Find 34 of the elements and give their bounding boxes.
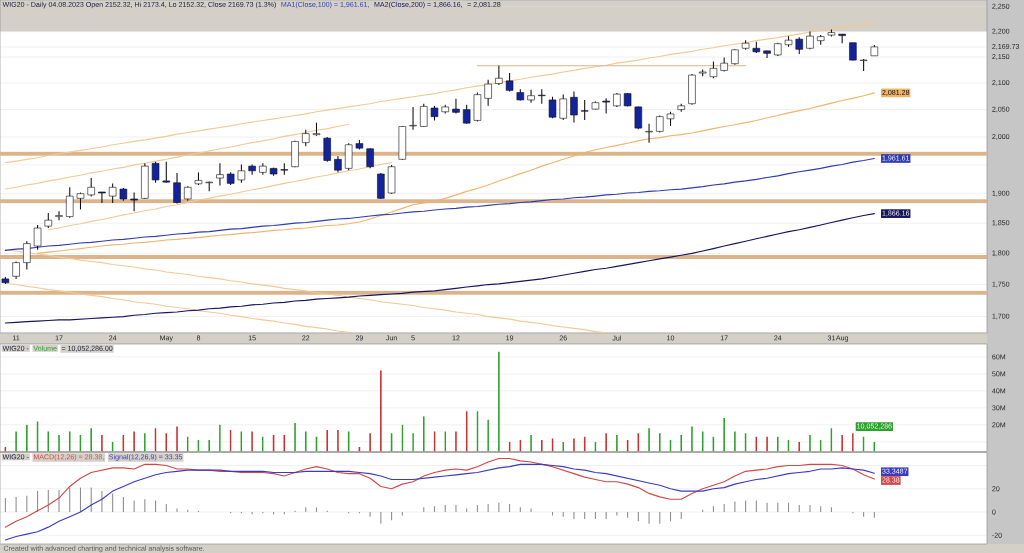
- candlestick: [462, 104, 471, 125]
- candlestick: [248, 163, 256, 176]
- candlestick: [33, 224, 42, 251]
- candlestick: [452, 98, 460, 114]
- candlestick: [216, 162, 224, 187]
- candlestick: [66, 186, 74, 219]
- candlestick: [173, 172, 181, 205]
- candlestick: [237, 163, 246, 184]
- line-series: [4, 282, 350, 333]
- candlestick: [763, 50, 771, 59]
- candlestick: [55, 210, 63, 221]
- candlestick: [495, 65, 503, 86]
- candlestick: [580, 99, 589, 121]
- candlestick: [409, 106, 417, 131]
- candlestick: [108, 182, 117, 204]
- candlestick: [344, 142, 353, 171]
- candlestick: [570, 90, 578, 124]
- candlestick: [538, 88, 546, 105]
- candlestick: [420, 103, 428, 128]
- candlestick: [527, 89, 535, 104]
- candlestick: [602, 97, 610, 114]
- candlestick: [366, 147, 374, 169]
- candlestick: [23, 240, 31, 271]
- candlestick: [484, 79, 492, 107]
- line-series: [47, 162, 393, 231]
- candlestick: [98, 191, 106, 204]
- candlestick: [162, 161, 171, 184]
- candlestick: [130, 192, 138, 212]
- candlestick: [645, 123, 653, 144]
- candlestick: [559, 94, 567, 121]
- candlestick: [87, 177, 95, 198]
- line-series: [36, 92, 875, 254]
- candlestick: [151, 161, 160, 184]
- candlestick: [323, 136, 331, 163]
